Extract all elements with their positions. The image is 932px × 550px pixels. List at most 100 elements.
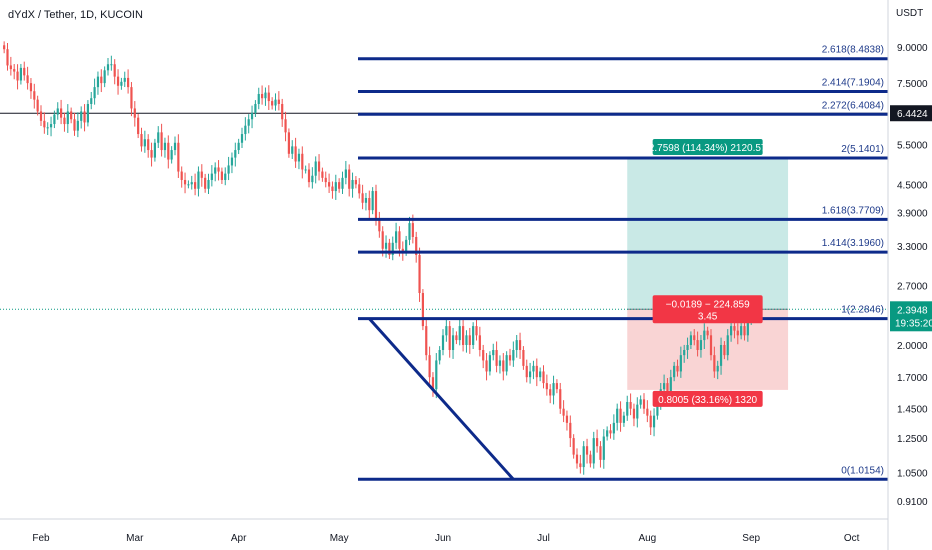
candle[interactable] [36,95,39,116]
candle[interactable] [575,448,579,469]
candle[interactable] [150,142,153,167]
candle[interactable] [435,353,438,399]
candle[interactable] [331,181,334,199]
candle[interactable] [522,346,525,370]
candle[interactable] [492,343,495,361]
candle[interactable] [261,85,264,105]
candle[interactable] [187,180,190,189]
candle[interactable] [23,61,26,81]
candle[interactable] [388,238,391,259]
candle[interactable] [137,113,140,139]
candle[interactable] [364,192,368,211]
candle[interactable] [90,91,93,110]
candle[interactable] [16,64,19,90]
candle[interactable] [535,358,538,387]
candle[interactable] [629,393,632,416]
candle[interactable] [210,165,213,187]
candle[interactable] [110,55,113,71]
candle[interactable] [93,78,96,105]
candle[interactable] [743,319,746,341]
candle[interactable] [472,322,475,349]
candle[interactable] [240,127,244,148]
candle[interactable] [33,83,36,109]
candle[interactable] [103,66,106,88]
candle[interactable] [157,126,160,148]
candle[interactable] [582,441,585,475]
candle[interactable] [723,341,726,360]
candle[interactable] [445,317,448,342]
candle[interactable] [344,160,347,185]
candle[interactable] [167,135,170,169]
candle[interactable] [271,97,274,110]
candle[interactable] [542,365,545,389]
candle[interactable] [257,87,260,110]
candle[interactable] [676,359,679,377]
candle[interactable] [602,429,605,469]
candle[interactable] [646,400,649,423]
candle[interactable] [719,337,723,375]
candle[interactable] [39,105,43,127]
candle[interactable] [518,332,522,359]
candle[interactable] [475,319,478,341]
candle[interactable] [539,367,542,382]
candle[interactable] [147,134,150,158]
candle[interactable] [736,323,739,345]
candle[interactable] [609,424,612,439]
candle[interactable] [324,171,327,188]
candle[interactable] [415,231,418,263]
candle[interactable] [679,346,682,378]
candle[interactable] [328,173,331,193]
candle[interactable] [378,211,381,238]
candle[interactable] [596,429,599,453]
candle[interactable] [49,116,53,137]
candle[interactable] [183,172,187,194]
candle[interactable] [468,327,471,354]
candle[interactable] [361,184,364,210]
candle[interactable] [123,71,126,88]
candle[interactable] [462,317,465,352]
candle[interactable] [652,408,656,437]
candle[interactable] [26,66,29,90]
time-axis[interactable]: Feb Mar Apr May Jun Jul Aug Sep Oct [32,533,859,544]
candle[interactable] [267,85,270,110]
candle[interactable] [552,375,555,405]
candle[interactable] [301,146,304,179]
candle[interactable] [230,152,234,174]
candle[interactable] [106,57,110,76]
candle[interactable] [130,82,133,117]
candle[interactable] [96,71,100,95]
candle[interactable] [163,137,167,158]
candle[interactable] [508,348,512,366]
candle[interactable] [428,346,431,384]
candles[interactable] [3,41,753,475]
candle[interactable] [395,222,398,250]
candle[interactable] [277,91,280,111]
candle[interactable] [197,166,200,197]
candle[interactable] [545,374,548,396]
candle[interactable] [194,173,197,196]
candle[interactable] [274,93,277,111]
candle[interactable] [525,359,528,383]
candle[interactable] [451,327,455,359]
candle[interactable] [565,410,569,431]
candle[interactable] [465,330,468,353]
candle[interactable] [237,138,240,155]
candle[interactable] [140,127,143,152]
candle[interactable] [217,160,220,181]
candle[interactable] [338,178,341,193]
candle[interactable] [384,235,388,258]
candle[interactable] [334,174,337,200]
candle[interactable] [29,78,33,99]
candle[interactable] [709,329,713,361]
candle[interactable] [70,107,73,124]
candle[interactable] [127,69,130,94]
candle[interactable] [86,100,89,127]
candle[interactable] [673,361,676,382]
candle[interactable] [612,414,615,440]
candle[interactable] [636,397,639,428]
candle[interactable] [83,104,86,132]
candle[interactable] [317,154,321,181]
candle[interactable] [482,344,485,369]
candle[interactable] [66,104,69,133]
candle[interactable] [287,128,290,158]
